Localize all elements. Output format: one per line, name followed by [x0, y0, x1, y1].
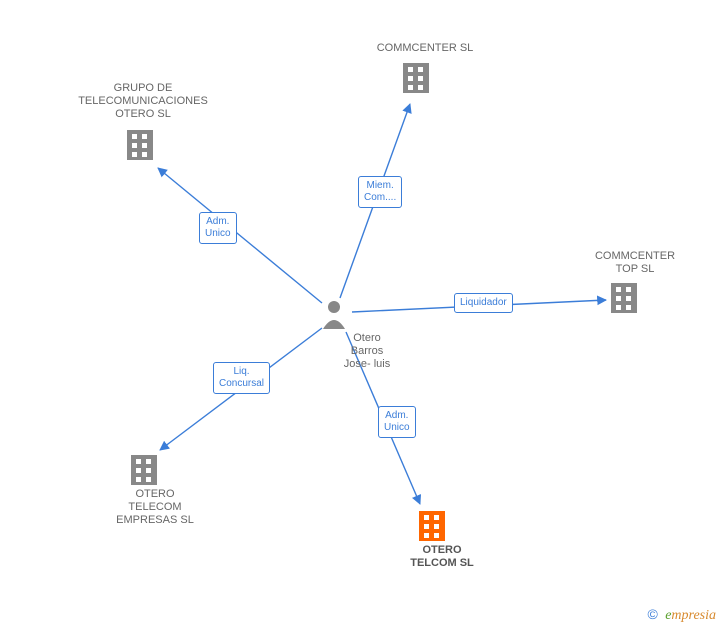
edge-label-commcenter_top: Liquidador — [454, 293, 513, 313]
node-label-otero_telcom: OTERO TELCOM SL — [392, 544, 492, 570]
node-label-commcenter_top: COMMCENTER TOP SL — [575, 250, 695, 276]
building-icon-otero_telcom — [419, 511, 445, 541]
edge-grupo — [158, 168, 322, 303]
copyright-symbol: © — [648, 606, 658, 622]
building-icon-commcenter — [403, 63, 429, 93]
building-icon-commcenter_top — [611, 283, 637, 313]
brand-label: empresia — [665, 608, 716, 623]
person-icon — [323, 301, 345, 329]
node-label-otero_telecom_empresas: OTERO TELECOM EMPRESAS SL — [100, 488, 210, 528]
footer: © empresia — [648, 606, 716, 624]
node-label-grupo: GRUPO DE TELECOMUNICACIONES OTERO SL — [58, 82, 228, 122]
edge-label-otero_telcom: Adm. Unico — [378, 406, 416, 438]
building-icon-grupo — [127, 130, 153, 160]
center-label: Otero Barros Jose- luis — [332, 332, 402, 372]
edge-label-otero_telecom_empresas: Liq. Concursal — [213, 362, 270, 394]
node-label-commcenter: COMMCENTER SL — [360, 42, 490, 55]
edge-label-grupo: Adm. Unico — [199, 212, 237, 244]
edge-label-commcenter: Miem. Com.... — [358, 176, 402, 208]
building-icon-otero_telecom_empresas — [131, 455, 157, 485]
